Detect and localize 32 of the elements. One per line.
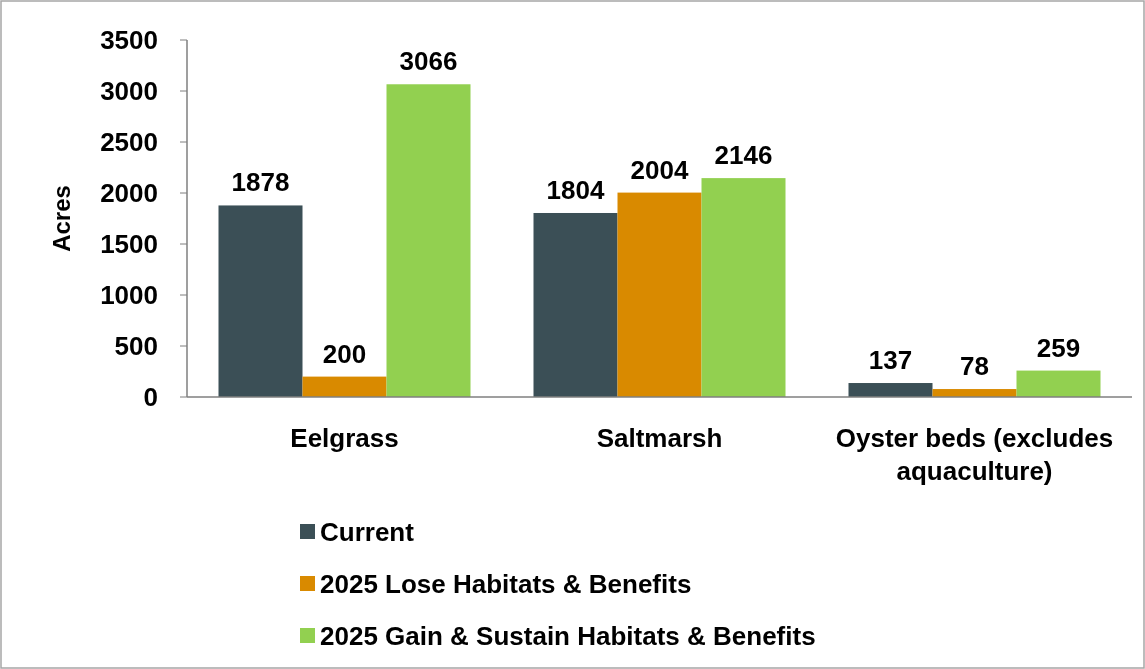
y-tick-label: 3500 <box>100 25 158 56</box>
data-label: 2146 <box>714 140 773 171</box>
legend-label: Current <box>320 517 415 548</box>
data-label: 200 <box>322 338 367 369</box>
x-tick-label: Oyster beds (excludes aquaculture) <box>835 423 1114 486</box>
y-tick-label: 2500 <box>100 127 158 158</box>
y-tick-label: 500 <box>114 331 158 362</box>
bar <box>533 212 618 397</box>
data-label: 78 <box>960 351 989 382</box>
y-axis-title: Acres <box>48 185 75 252</box>
legend-label: 2025 Lose Habitats & Benefits <box>320 569 692 600</box>
legend-label: 2025 Gain & Sustain Habitats & Benefits <box>320 621 816 652</box>
bar <box>701 178 786 397</box>
y-tick-label: 2000 <box>100 178 158 209</box>
bar <box>302 376 387 397</box>
data-label: 1804 <box>546 174 605 205</box>
y-tick-label: 0 <box>143 382 158 413</box>
y-tick-label: 1000 <box>100 280 158 311</box>
x-tick-label: Saltmarsh <box>596 423 723 453</box>
x-tick-label: Eelgrass <box>290 423 399 453</box>
bar <box>848 383 933 397</box>
data-label: 3066 <box>399 46 458 77</box>
data-label: 1878 <box>231 167 290 198</box>
data-label: 2004 <box>630 154 689 185</box>
y-tick-label: 1500 <box>100 229 158 260</box>
bar <box>617 192 702 397</box>
y-tick-label: 3000 <box>100 76 158 107</box>
data-label: 259 <box>1036 332 1081 363</box>
bar <box>386 84 471 397</box>
data-label: 137 <box>868 345 913 376</box>
bar <box>218 205 303 397</box>
bar <box>1016 370 1101 397</box>
